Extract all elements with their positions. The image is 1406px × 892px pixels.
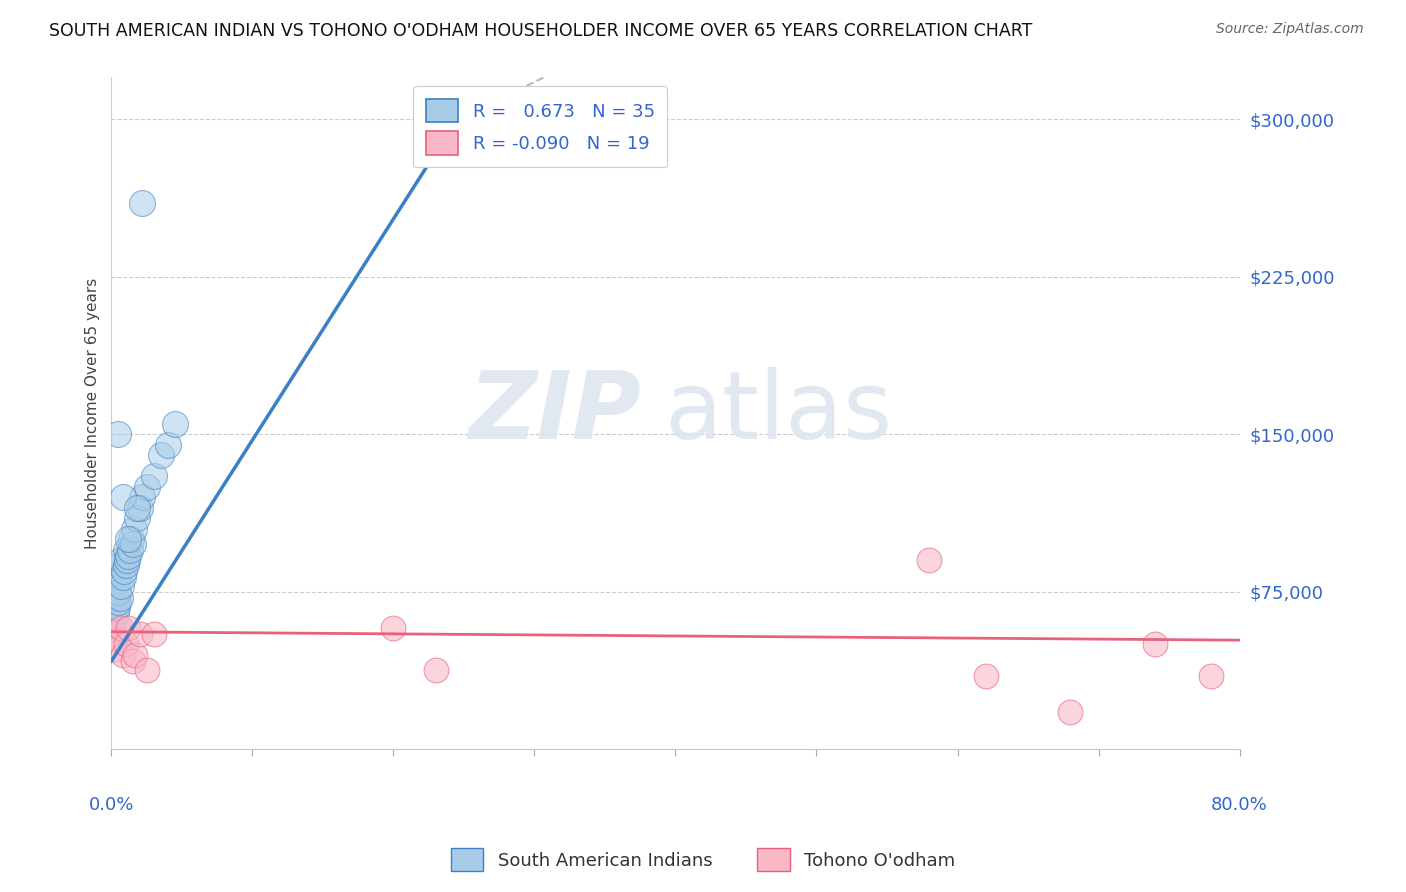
Point bbox=[131, 491, 153, 505]
Point bbox=[974, 669, 997, 683]
Point bbox=[110, 621, 132, 635]
Point bbox=[124, 648, 146, 662]
Point bbox=[135, 480, 157, 494]
Point bbox=[114, 637, 136, 651]
Point bbox=[128, 500, 150, 515]
Point bbox=[122, 522, 145, 536]
Point bbox=[918, 553, 941, 567]
Point bbox=[128, 627, 150, 641]
Point bbox=[114, 542, 136, 557]
Text: atlas: atlas bbox=[664, 368, 893, 459]
Point bbox=[111, 570, 134, 584]
Point bbox=[1201, 669, 1223, 683]
Y-axis label: Householder Income Over 65 years: Householder Income Over 65 years bbox=[86, 277, 100, 549]
Point bbox=[112, 564, 135, 578]
Point bbox=[108, 591, 131, 606]
Point bbox=[121, 654, 143, 668]
Point bbox=[105, 599, 128, 614]
Point bbox=[114, 558, 136, 572]
Point bbox=[104, 606, 127, 620]
Point bbox=[149, 449, 172, 463]
Point bbox=[125, 511, 148, 525]
Point bbox=[111, 648, 134, 662]
Point bbox=[103, 612, 125, 626]
Point bbox=[125, 500, 148, 515]
Point bbox=[104, 641, 127, 656]
Point bbox=[105, 574, 128, 589]
Point bbox=[107, 585, 129, 599]
Point bbox=[117, 621, 139, 635]
Point bbox=[110, 578, 132, 592]
Point bbox=[108, 558, 131, 572]
Legend: R =   0.673   N = 35, R = -0.090   N = 19: R = 0.673 N = 35, R = -0.090 N = 19 bbox=[413, 87, 668, 167]
Legend: South American Indians, Tohono O'odham: South American Indians, Tohono O'odham bbox=[443, 841, 963, 879]
Point bbox=[1143, 637, 1166, 651]
Text: 0.0%: 0.0% bbox=[89, 796, 134, 814]
Point bbox=[120, 533, 142, 547]
Point bbox=[107, 633, 129, 648]
Point bbox=[101, 621, 124, 635]
Point bbox=[382, 621, 405, 635]
Point bbox=[425, 663, 447, 677]
Point bbox=[1059, 705, 1081, 719]
Text: SOUTH AMERICAN INDIAN VS TOHONO O'ODHAM HOUSEHOLDER INCOME OVER 65 YEARS CORRELA: SOUTH AMERICAN INDIAN VS TOHONO O'ODHAM … bbox=[49, 22, 1032, 40]
Point bbox=[163, 417, 186, 431]
Point bbox=[131, 196, 153, 211]
Point bbox=[117, 533, 139, 547]
Text: 80.0%: 80.0% bbox=[1211, 796, 1268, 814]
Point bbox=[110, 553, 132, 567]
Point bbox=[117, 549, 139, 564]
Point bbox=[156, 438, 179, 452]
Point bbox=[121, 536, 143, 550]
Point bbox=[115, 553, 138, 567]
Point bbox=[107, 595, 129, 609]
Point bbox=[111, 491, 134, 505]
Point bbox=[107, 427, 129, 442]
Point bbox=[142, 469, 165, 483]
Point bbox=[101, 627, 124, 641]
Point bbox=[142, 627, 165, 641]
Text: Source: ZipAtlas.com: Source: ZipAtlas.com bbox=[1216, 22, 1364, 37]
Point bbox=[135, 663, 157, 677]
Point bbox=[118, 542, 141, 557]
Point bbox=[104, 591, 127, 606]
Text: ZIP: ZIP bbox=[468, 368, 641, 459]
